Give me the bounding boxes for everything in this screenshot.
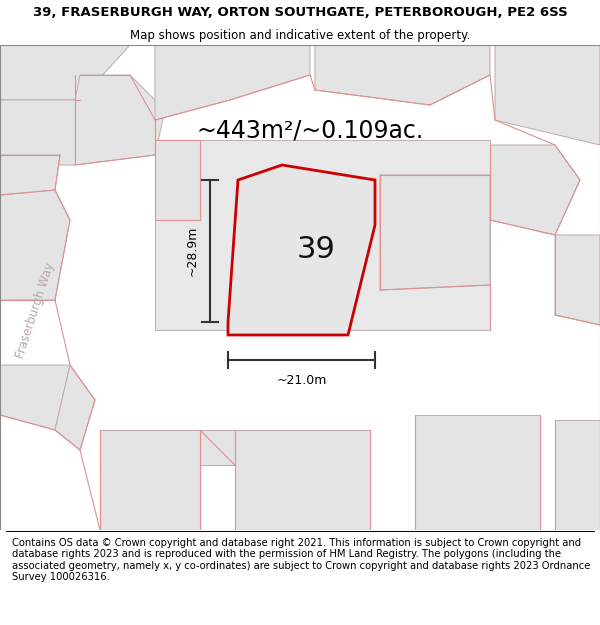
Text: ~28.9m: ~28.9m	[185, 226, 199, 276]
Polygon shape	[0, 190, 70, 300]
Polygon shape	[380, 175, 490, 290]
Text: 39: 39	[297, 236, 336, 264]
Polygon shape	[155, 45, 310, 120]
Polygon shape	[555, 235, 600, 325]
Text: ~21.0m: ~21.0m	[277, 374, 326, 386]
Polygon shape	[200, 430, 235, 465]
Polygon shape	[228, 165, 375, 335]
Text: 39, FRASERBURGH WAY, ORTON SOUTHGATE, PETERBOROUGH, PE2 6SS: 39, FRASERBURGH WAY, ORTON SOUTHGATE, PE…	[32, 6, 568, 19]
Polygon shape	[0, 155, 60, 195]
Text: ~443m²/~0.109ac.: ~443m²/~0.109ac.	[196, 118, 424, 142]
Polygon shape	[0, 365, 70, 430]
Polygon shape	[155, 140, 200, 220]
Polygon shape	[55, 365, 95, 450]
Polygon shape	[155, 140, 490, 330]
Polygon shape	[100, 430, 200, 530]
Polygon shape	[235, 430, 370, 530]
Polygon shape	[315, 45, 490, 105]
Polygon shape	[0, 75, 165, 165]
Polygon shape	[495, 45, 600, 145]
Text: Contains OS data © Crown copyright and database right 2021. This information is : Contains OS data © Crown copyright and d…	[12, 538, 590, 582]
Polygon shape	[490, 145, 580, 235]
Text: Map shows position and indicative extent of the property.: Map shows position and indicative extent…	[130, 29, 470, 42]
Text: Fraserburgh Way: Fraserburgh Way	[13, 261, 56, 359]
Polygon shape	[555, 420, 600, 530]
Polygon shape	[415, 415, 540, 530]
Polygon shape	[0, 45, 130, 100]
